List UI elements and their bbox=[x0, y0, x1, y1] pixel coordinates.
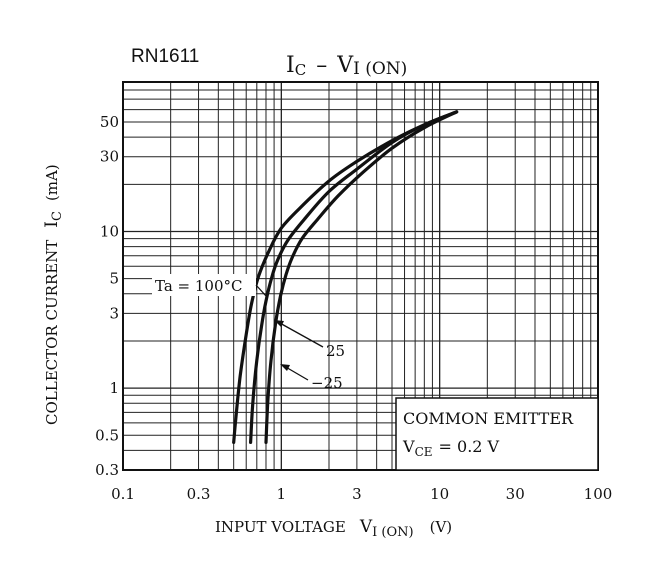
title-vi: V bbox=[336, 53, 354, 78]
condition-line1: COMMON EMITTER bbox=[403, 409, 574, 428]
part-number: RN1611 bbox=[131, 46, 199, 67]
chart-title: IC – VI (ON) bbox=[286, 53, 407, 79]
x-tick-label: 0.3 bbox=[187, 485, 211, 503]
condition-box bbox=[395, 397, 599, 471]
condition-vce-value: = 0.2 V bbox=[439, 437, 500, 456]
x-tick-label: 10 bbox=[430, 485, 449, 503]
x-tick-label: 100 bbox=[584, 485, 613, 503]
x-axis-label-sub: I (ON) bbox=[372, 525, 413, 540]
condition-line2: VCE = 0.2 V bbox=[402, 437, 500, 459]
x-tick-label: 1 bbox=[277, 485, 287, 503]
title-vi-sub: I (ON) bbox=[353, 59, 407, 79]
x-tick-label: 30 bbox=[506, 485, 525, 503]
label-ta100-bg bbox=[152, 274, 256, 296]
y-tick-label: 50 bbox=[100, 113, 119, 131]
leader-ta100 bbox=[255, 284, 267, 297]
y-tick-labels: 0.3 0.5 1 3 5 10 30 50 bbox=[95, 113, 119, 479]
x-axis-label-unit: (V) bbox=[430, 518, 453, 536]
x-axis-label-text: INPUT VOLTAGE bbox=[215, 518, 346, 536]
arrow-25 bbox=[274, 320, 284, 327]
y-axis-label-unit: (mA) bbox=[43, 164, 61, 201]
y-axis-label-var: I bbox=[42, 221, 62, 228]
label-m25: −25 bbox=[311, 374, 343, 392]
label-25: 25 bbox=[326, 342, 345, 360]
curves bbox=[232, 110, 459, 444]
series-ta100-curve bbox=[232, 110, 459, 444]
y-axis-label-text: COLLECTOR CURRENT bbox=[43, 240, 61, 425]
x-axis-label-var: V bbox=[359, 517, 373, 537]
y-axis-label-sub: C bbox=[50, 211, 65, 221]
x-tick-labels: 0.1 0.3 1 3 10 30 100 bbox=[111, 485, 612, 503]
condition-vce: V bbox=[402, 437, 415, 456]
condition-vce-sub: CE bbox=[415, 445, 433, 459]
title-dash: – bbox=[316, 53, 327, 78]
arrow-m25 bbox=[280, 364, 290, 371]
x-tick-label: 3 bbox=[352, 485, 362, 503]
x-axis-label: INPUT VOLTAGE VI (ON) (V) bbox=[215, 517, 452, 540]
y-tick-label: 30 bbox=[100, 148, 119, 166]
title-ic-sub: C bbox=[295, 61, 306, 79]
y-tick-label: 0.3 bbox=[95, 461, 119, 479]
x-tick-label: 0.1 bbox=[111, 485, 135, 503]
y-tick-label: 1 bbox=[109, 379, 119, 397]
leader-25 bbox=[277, 321, 324, 348]
label-ta100: Ta = 100°C bbox=[155, 277, 243, 295]
y-axis-label: COLLECTOR CURRENT IC (mA) bbox=[42, 164, 65, 425]
title-ic: I bbox=[286, 53, 295, 78]
y-tick-label: 0.5 bbox=[95, 426, 119, 444]
series-ta25-curve bbox=[249, 110, 459, 444]
plot-frame bbox=[122, 81, 599, 471]
y-tick-label: 3 bbox=[109, 304, 119, 322]
y-tick-label: 10 bbox=[100, 222, 119, 240]
series-ta-minus25-curve bbox=[264, 110, 459, 444]
y-tick-label: 5 bbox=[109, 270, 119, 288]
